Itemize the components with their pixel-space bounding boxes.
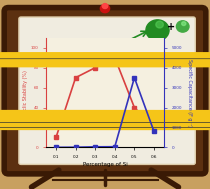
Circle shape [0, 53, 210, 67]
Circle shape [100, 4, 110, 13]
Circle shape [176, 21, 189, 32]
FancyBboxPatch shape [19, 17, 195, 164]
Circle shape [0, 111, 210, 125]
Y-axis label: Cyclic Stability (%): Cyclic Stability (%) [23, 70, 28, 115]
Text: +: + [167, 22, 175, 32]
Y-axis label: Specific Capacitance (F g⁻¹): Specific Capacitance (F g⁻¹) [187, 59, 192, 127]
X-axis label: Percentage of Si: Percentage of Si [83, 162, 127, 167]
Circle shape [146, 20, 169, 41]
Circle shape [156, 21, 163, 28]
Circle shape [0, 115, 210, 129]
Circle shape [102, 4, 108, 9]
FancyBboxPatch shape [4, 8, 206, 174]
Circle shape [182, 22, 186, 26]
